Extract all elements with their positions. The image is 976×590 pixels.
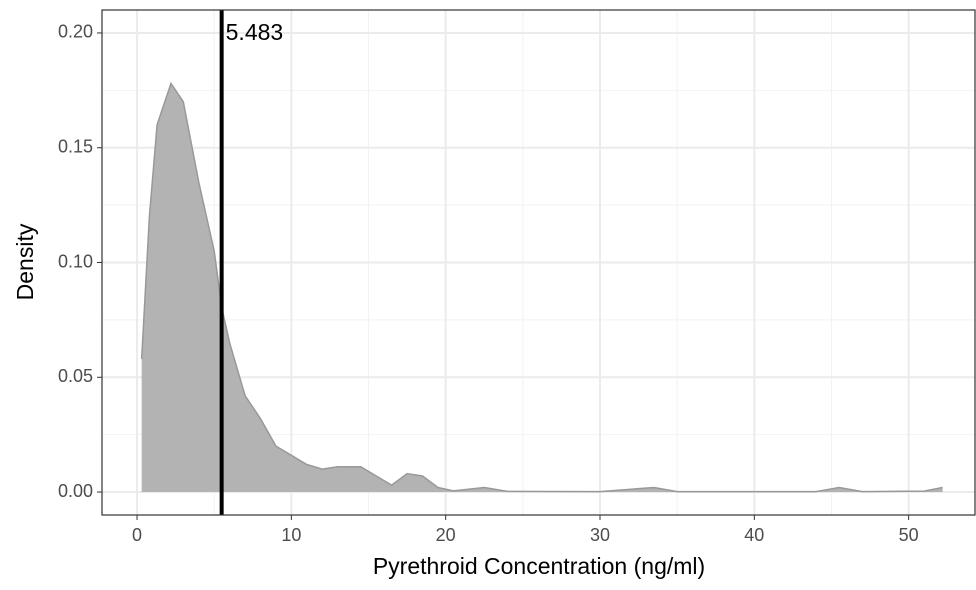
x-tick-label: 20 bbox=[436, 525, 456, 545]
x-tick-label: 50 bbox=[899, 525, 919, 545]
y-tick-label: 0.15 bbox=[58, 136, 93, 156]
x-tick-label: 30 bbox=[590, 525, 610, 545]
y-tick-label: 0.00 bbox=[58, 481, 93, 501]
y-axis-label: Density bbox=[12, 223, 38, 300]
density-area bbox=[141, 83, 943, 493]
x-tick-label: 40 bbox=[744, 525, 764, 545]
y-tick-label: 0.10 bbox=[58, 251, 93, 271]
panel-border bbox=[101, 9, 976, 516]
x-axis-label: Pyrethroid Concentration (ng/ml) bbox=[373, 553, 705, 579]
x-tick-label: 10 bbox=[281, 525, 301, 545]
vline-label: 5.483 bbox=[226, 19, 284, 45]
density-line bbox=[140, 81, 943, 493]
x-tick-label: 0 bbox=[132, 525, 142, 545]
y-tick-label: 0.05 bbox=[58, 366, 93, 386]
y-tick-label: 0.20 bbox=[58, 22, 93, 42]
